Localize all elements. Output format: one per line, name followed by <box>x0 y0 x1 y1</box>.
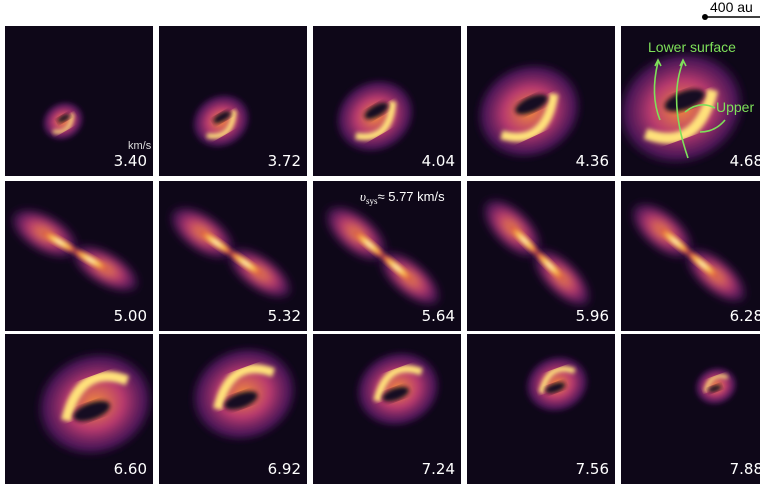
velocity-label: 4.04 <box>422 152 455 170</box>
channel-panel: 7.88 <box>621 334 760 484</box>
velocity-label: 6.60 <box>114 460 147 478</box>
channel-panel: 7.56 <box>467 334 615 484</box>
channel-panel: 3.40 <box>5 26 153 176</box>
channel-panel: 3.72 <box>159 26 307 176</box>
channel-panel: 5.32 <box>158 181 307 331</box>
vsys-text: ≈ 5.77 km/s <box>377 189 445 204</box>
units-label: km/s <box>128 140 152 152</box>
channel-panel: 4.04 <box>313 26 461 176</box>
velocity-label: 5.32 <box>268 307 301 325</box>
velocity-label: 6.92 <box>268 460 301 478</box>
panel-grid: 3.40 3.72 4.04 4.36 4.68 5.00 5.32 5.64 5.96 6.28… <box>0 26 760 484</box>
scale-bar-label: 400 au <box>710 0 753 15</box>
velocity-label: 7.88 <box>730 460 760 478</box>
channel-panel: 6.92 <box>159 327 315 484</box>
velocity-label: 4.36 <box>576 152 609 170</box>
velocity-label: 3.72 <box>268 152 301 170</box>
channel-panel: 6.28 <box>619 181 760 331</box>
vsys-subscript: sys <box>366 196 378 206</box>
channel-map-figure: 3.40 3.72 4.04 4.36 4.68 5.00 5.32 5.64 5.96 6.28… <box>0 0 760 486</box>
velocity-label: 3.40 <box>114 152 147 170</box>
velocity-label: 5.64 <box>422 307 455 325</box>
channel-panel: 7.24 <box>313 334 461 484</box>
velocity-label: 5.00 <box>114 307 147 325</box>
channel-panel: 4.36 <box>456 26 615 181</box>
scale-bar-dot <box>702 14 708 20</box>
annotation-lower: Lower surface <box>648 39 736 55</box>
channel-panel: 5.00 <box>0 181 153 331</box>
velocity-label: 4.68 <box>730 152 760 170</box>
velocity-label: 6.28 <box>730 307 760 325</box>
velocity-label: 5.96 <box>576 307 609 325</box>
scale-bar: 400 au <box>702 0 760 20</box>
velocity-label: 7.24 <box>422 460 455 478</box>
annotation-upper: Upper <box>716 99 754 115</box>
velocity-label: 7.56 <box>576 460 609 478</box>
channel-panel: 5.96 <box>467 181 615 331</box>
channel-panel: 6.60 <box>5 331 173 484</box>
